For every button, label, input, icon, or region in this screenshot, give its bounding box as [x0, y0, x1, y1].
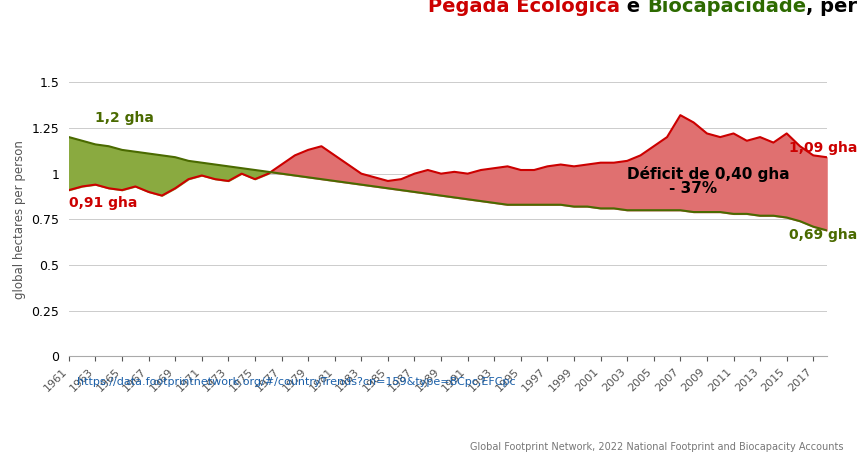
Text: 0,69 gha: 0,69 gha — [790, 228, 858, 243]
Text: 0,91 gha: 0,91 gha — [69, 196, 137, 210]
Text: Déficit de 0,40 gha: Déficit de 0,40 gha — [627, 165, 790, 182]
Text: Biocapacidade: Biocapacidade — [647, 0, 807, 16]
Y-axis label: global hectares per person: global hectares per person — [13, 140, 26, 299]
Text: - 37%: - 37% — [627, 181, 717, 196]
Text: e: e — [621, 0, 647, 16]
Text: 1,2 gha: 1,2 gha — [96, 111, 154, 125]
Text: Global Footprint Network, 2022 National Footprint and Biocapacity Accounts: Global Footprint Network, 2022 National … — [470, 442, 844, 452]
Text: , per capita, Nigéria: 1961-2018: , per capita, Nigéria: 1961-2018 — [807, 0, 861, 16]
Text: Pegada Ecológica: Pegada Ecológica — [429, 0, 621, 16]
Text: https://data.footprintnetwork.org/#/countryTrends?cn=159&type=BCpc,EFCpc: https://data.footprintnetwork.org/#/coun… — [77, 377, 516, 387]
Text: 1,09 gha: 1,09 gha — [790, 141, 858, 155]
